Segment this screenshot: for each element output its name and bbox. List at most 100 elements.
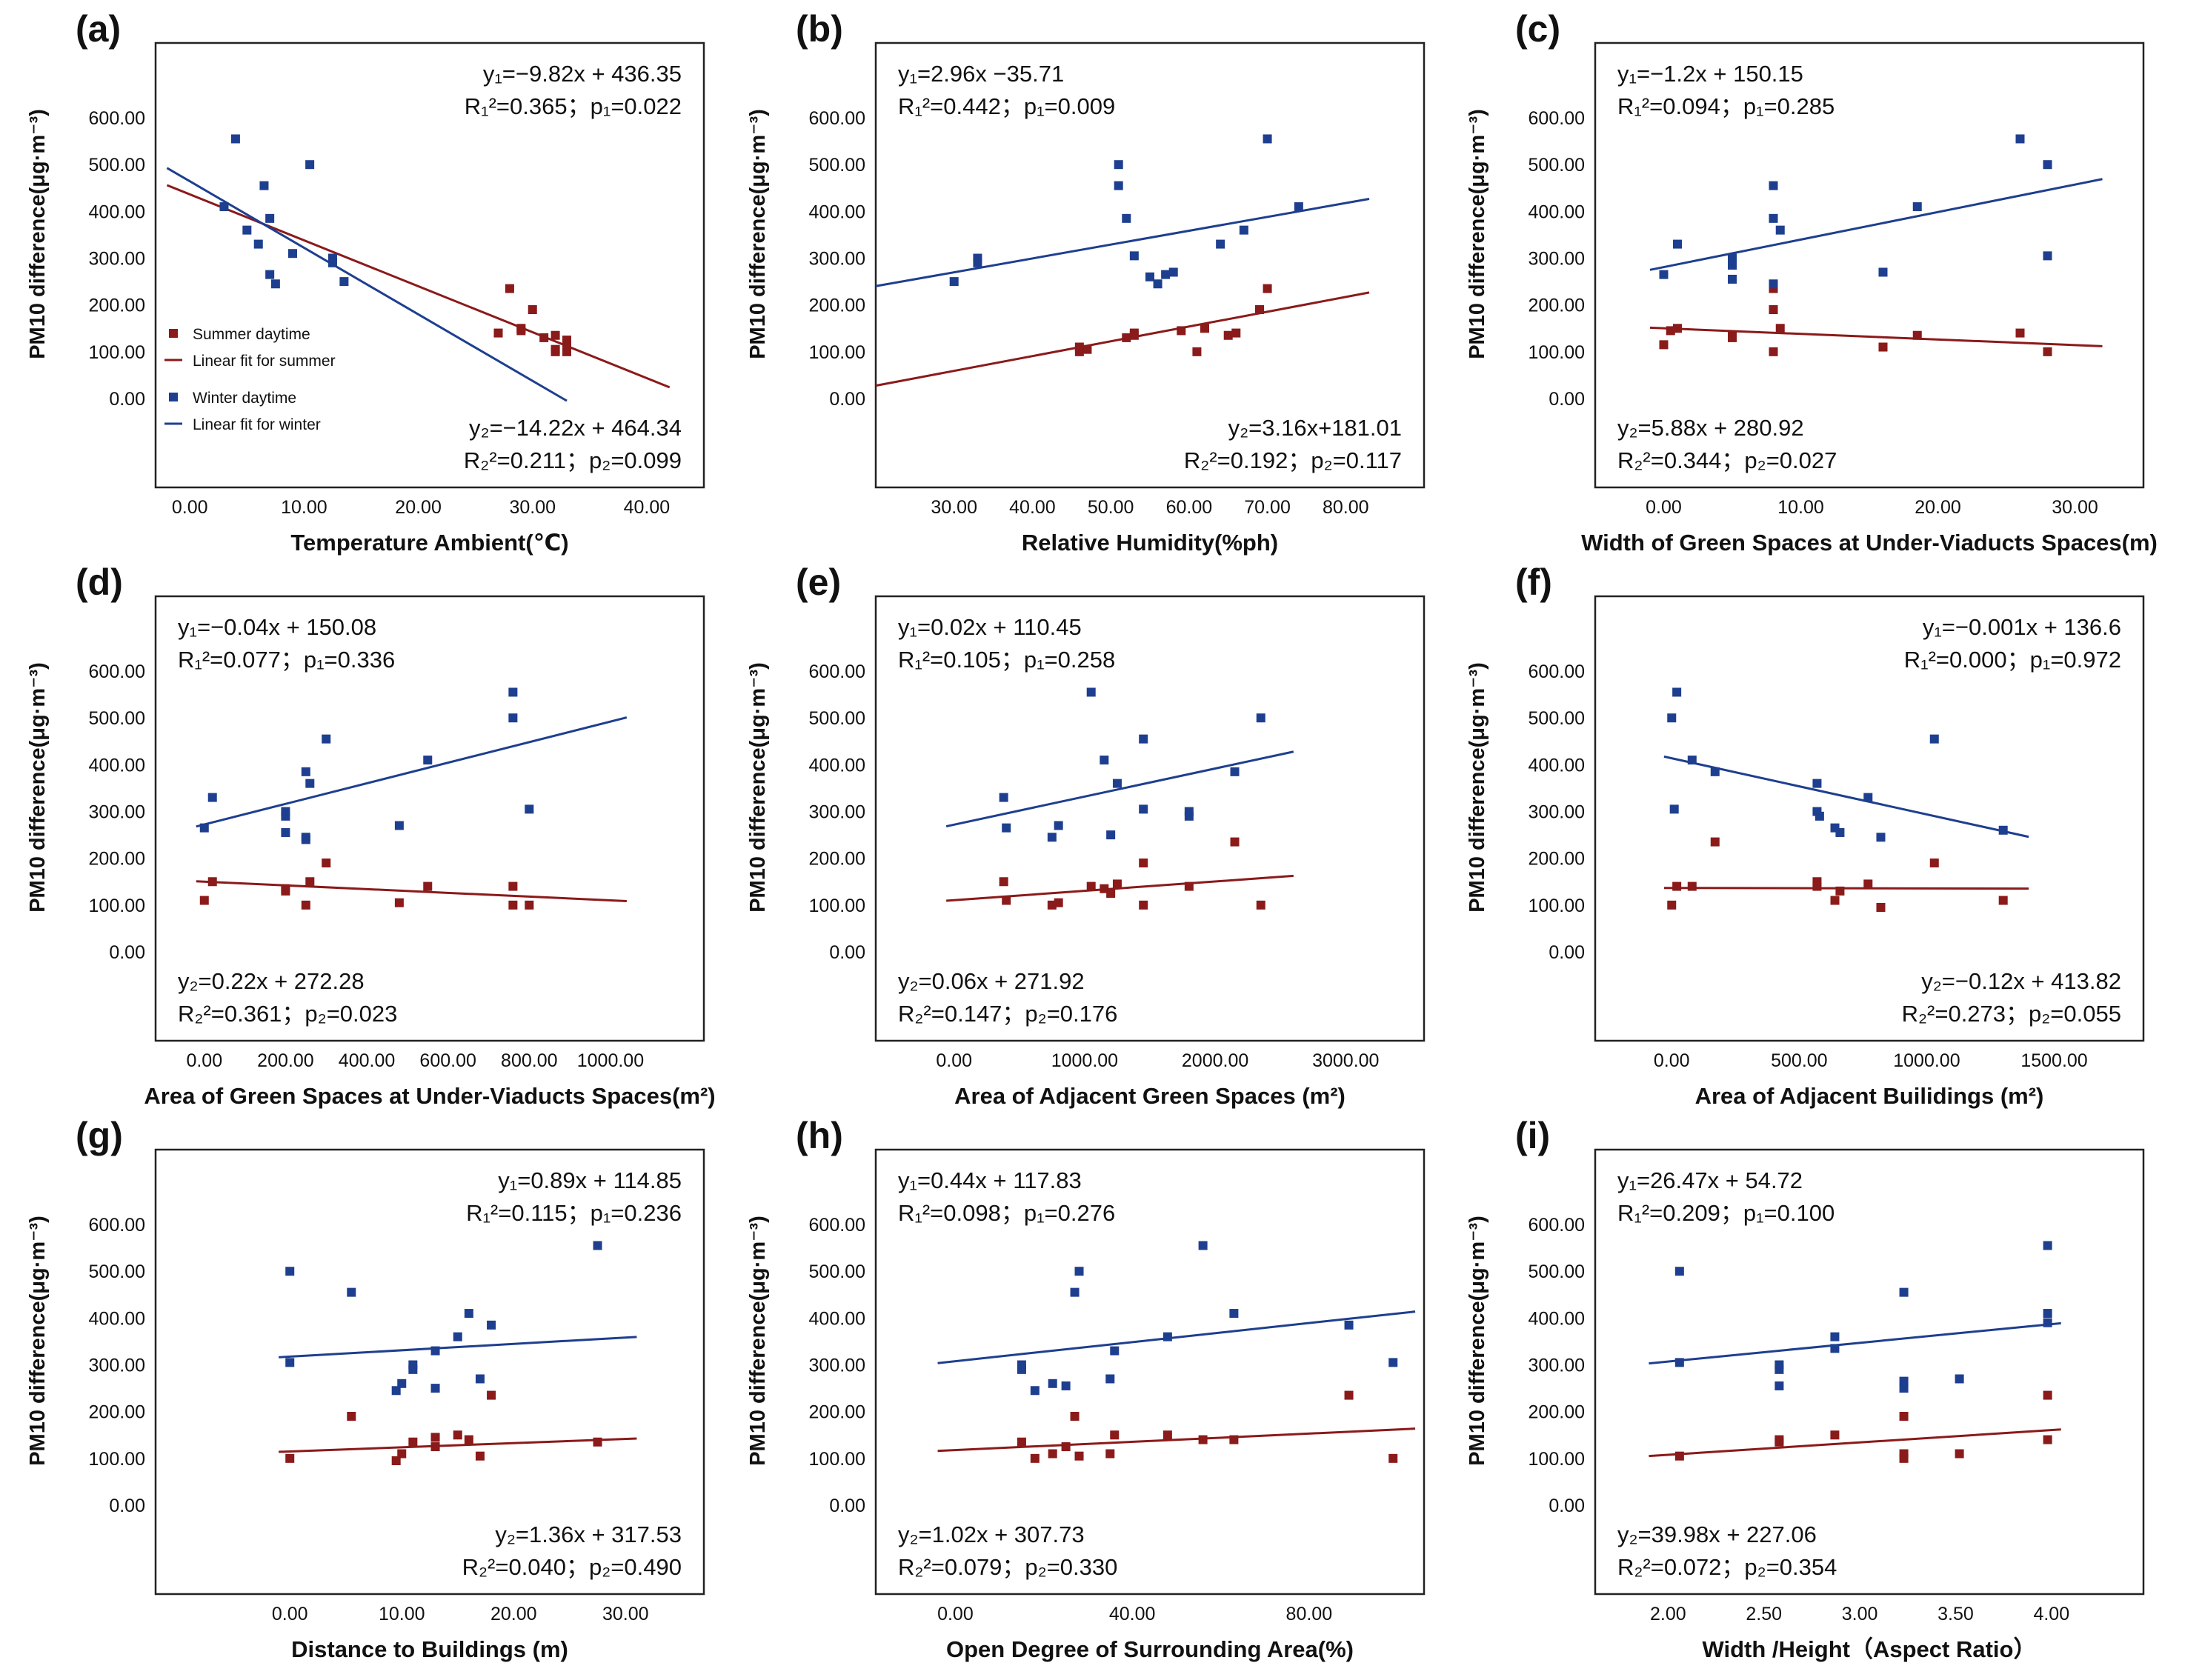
winter-point [408, 1364, 418, 1374]
winter-point [1239, 225, 1248, 235]
y-tick-label: 200.00 [809, 1402, 865, 1423]
winter-point [1835, 827, 1845, 837]
x-tick-label: 0.00 [172, 497, 208, 518]
y-tick-label: 500.00 [1529, 1261, 1585, 1282]
y-axis-label: PM10 difference(μg·m⁻³) [746, 1216, 770, 1466]
x-axis-label: Width /Height（Aspect Ratio） [1703, 1636, 2037, 1662]
winter-point [394, 821, 404, 830]
x-tick-label: 10.00 [379, 1604, 425, 1624]
y-tick-label: 300.00 [89, 249, 145, 270]
regression-stats: R₂²=0.192；p₂=0.117 [1184, 447, 1402, 473]
winter-point [288, 249, 297, 259]
x-tick-label: 40.00 [1109, 1604, 1156, 1624]
regression-stats: R₂²=0.344；p₂=0.027 [1617, 447, 1837, 473]
winter-point [270, 279, 280, 289]
x-tick-label: 70.00 [1244, 497, 1291, 518]
summer-point [1162, 1430, 1172, 1440]
summer-point [1002, 896, 1011, 905]
x-tick-label: 0.00 [272, 1604, 308, 1624]
winter-point [305, 160, 315, 170]
y-tick-label: 500.00 [809, 708, 865, 729]
y-tick-label: 400.00 [809, 1308, 865, 1329]
summer-point [1812, 881, 1822, 891]
x-tick-label: 500.00 [1771, 1050, 1827, 1071]
x-tick-label: 1000.00 [577, 1050, 644, 1071]
summer-fit-line [279, 1437, 637, 1453]
winter-point [1672, 687, 1682, 697]
y-tick-label: 300.00 [809, 249, 865, 270]
summer-point [1048, 1449, 1057, 1459]
winter-fit-line [279, 1336, 637, 1359]
x-tick-label: 40.00 [624, 497, 671, 518]
summer-point [1110, 1430, 1120, 1440]
y-tick-label: 300.00 [809, 1356, 865, 1376]
y-tick-label: 200.00 [1529, 296, 1585, 316]
x-tick-label: 20.00 [490, 1604, 537, 1624]
winter-fit-line [1649, 1321, 2061, 1365]
summer-point [1835, 886, 1845, 896]
plot-frame [1594, 41, 2145, 489]
winter-point [999, 793, 1008, 802]
winter-point [347, 1287, 356, 1297]
regression-equation: y₂=0.06x + 271.92 [898, 968, 1085, 994]
y-tick-label: 600.00 [1529, 1215, 1585, 1236]
winter-point [1114, 160, 1123, 170]
y-tick-label: 500.00 [89, 155, 145, 176]
winter-point [1047, 833, 1057, 842]
winter-point [1294, 202, 1303, 212]
panel-letter: (f) [1515, 561, 1552, 603]
y-tick-label: 0.00 [109, 389, 145, 410]
summer-point [1054, 898, 1063, 907]
regression-stats: R₁²=0.365；p₁=0.022 [465, 93, 682, 119]
x-tick-label: 40.00 [1009, 497, 1056, 518]
regression-equation: y₂=39.98x + 227.06 [1617, 1521, 1817, 1547]
y-tick-label: 100.00 [89, 342, 145, 363]
summer-point [1112, 879, 1122, 889]
regression-stats: R₁²=0.077；p₁=0.336 [178, 647, 395, 673]
summer-point [493, 328, 503, 338]
summer-point [281, 884, 290, 893]
x-tick-label: 10.00 [281, 497, 327, 518]
summer-point [550, 347, 560, 356]
regression-stats: R₂²=0.079；p₂=0.330 [898, 1554, 1117, 1580]
winter-fit-line [166, 167, 568, 402]
regression-stats: R₁²=0.442；p₁=0.009 [898, 93, 1115, 119]
y-tick-label: 600.00 [89, 108, 145, 129]
summer-point [397, 1449, 407, 1459]
y-tick-label: 300.00 [89, 802, 145, 823]
summer-point [1200, 324, 1209, 333]
y-axis-label: PM10 difference(μg·m⁻³) [746, 109, 770, 359]
regression-equation: y₂=1.36x + 317.53 [495, 1521, 682, 1547]
y-tick-label: 100.00 [809, 1449, 865, 1470]
summer-fit-line [1663, 887, 2029, 890]
winter-point [301, 835, 310, 844]
y-tick-label: 100.00 [89, 1449, 145, 1470]
x-tick-label: 80.00 [1323, 497, 1369, 518]
y-tick-label: 0.00 [829, 1496, 865, 1516]
summer-point [2043, 1435, 2052, 1444]
winter-point [207, 793, 217, 802]
summer-point [391, 1456, 401, 1465]
winter-point [1030, 1386, 1040, 1396]
x-tick-label: 0.00 [1654, 1050, 1690, 1071]
regression-stats: R₁²=0.098；p₁=0.276 [898, 1200, 1115, 1226]
summer-point [394, 898, 404, 907]
winter-point [1344, 1320, 1354, 1330]
panel-letter: (c) [1515, 8, 1560, 50]
winter-point [1669, 804, 1679, 814]
x-axis-label: Open Degree of Surrounding Area(%) [946, 1636, 1354, 1662]
summer-point [1710, 837, 1720, 847]
y-tick-label: 300.00 [1529, 802, 1585, 823]
summer-point [1955, 1449, 1964, 1459]
summer-point [1223, 330, 1233, 340]
y-tick-label: 400.00 [89, 755, 145, 776]
winter-point [305, 779, 315, 788]
plot-frame [874, 41, 1426, 489]
regression-stats: R₁²=0.000；p₁=0.972 [1904, 647, 2121, 673]
winter-point [253, 239, 263, 249]
y-tick-label: 600.00 [1529, 661, 1585, 682]
x-tick-label: 4.00 [2033, 1604, 2069, 1624]
y-tick-label: 0.00 [829, 942, 865, 963]
y-tick-label: 500.00 [89, 1261, 145, 1282]
y-tick-label: 400.00 [809, 755, 865, 776]
